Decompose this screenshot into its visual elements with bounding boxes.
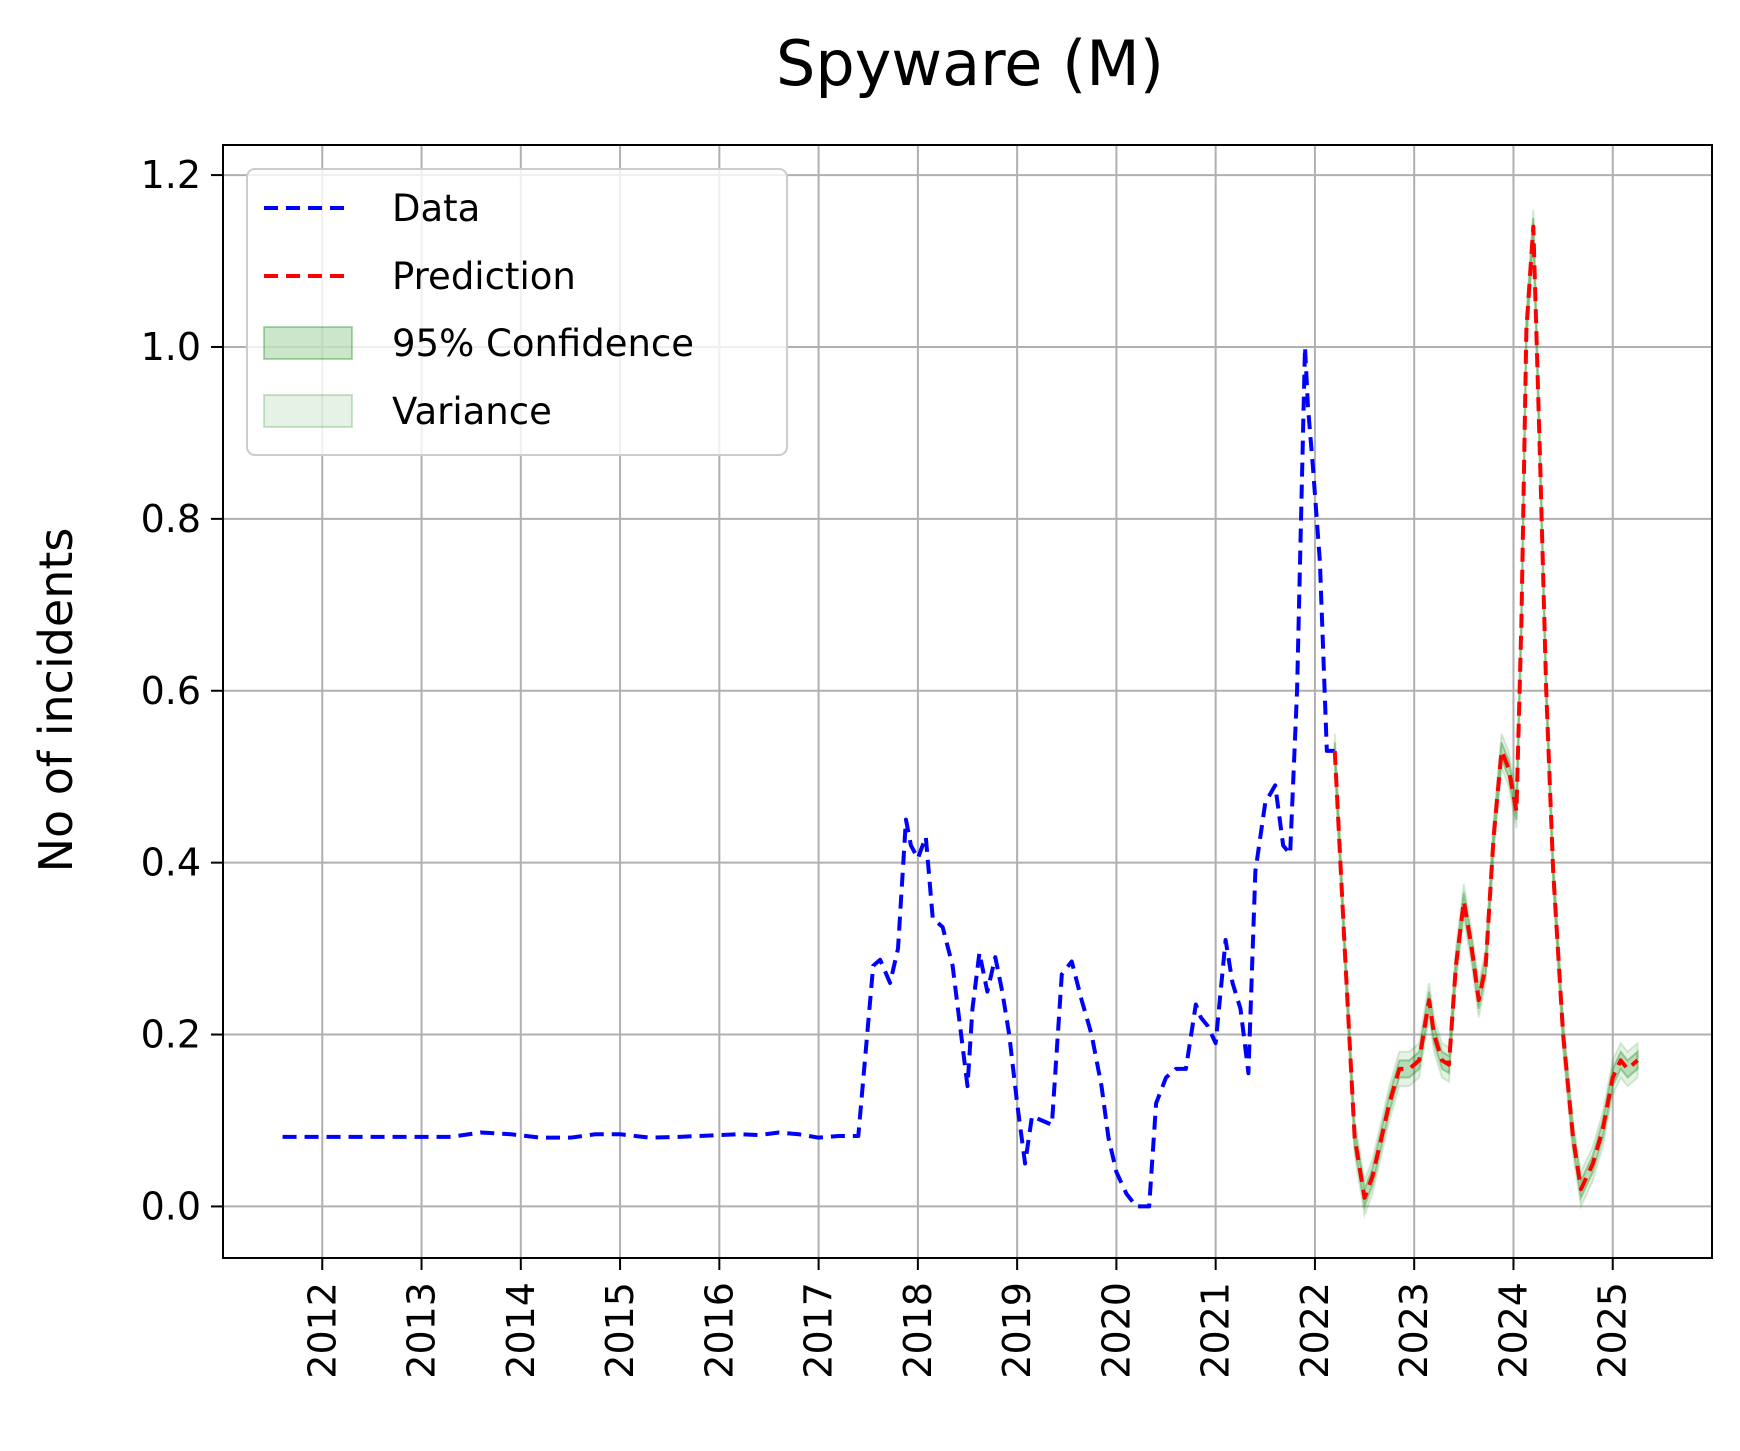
legend-frame bbox=[246, 168, 788, 456]
legend-data-label: Data bbox=[392, 187, 480, 230]
y-axis-label: No of incidents bbox=[29, 528, 83, 873]
band-95-confidence bbox=[1333, 217, 1639, 1211]
chart-title: Spyware (M) bbox=[776, 27, 1164, 100]
tick-layer: 2012 2013 2014 2015 2016 2017 2018 2019 2020 2021… bbox=[141, 153, 1635, 1379]
grid-layer bbox=[223, 145, 1712, 1258]
band-layer bbox=[1333, 209, 1639, 1219]
x-tick-label: 2021 bbox=[1194, 1282, 1238, 1379]
y-tick-label: 0.6 bbox=[141, 669, 201, 713]
x-tick-label: 2017 bbox=[797, 1282, 841, 1379]
y-tick-label: 0.4 bbox=[141, 841, 201, 885]
plot-frame bbox=[222, 144, 1713, 1259]
y-tick-label: 1.0 bbox=[141, 325, 201, 369]
y-tick-label: 0.0 bbox=[141, 1184, 201, 1228]
x-tick-label: 2020 bbox=[1094, 1282, 1138, 1379]
x-tick-label: 2024 bbox=[1491, 1282, 1535, 1379]
x-tick-label: 2019 bbox=[995, 1282, 1039, 1379]
y-tick-label: 1.2 bbox=[141, 153, 201, 197]
series-line-data bbox=[282, 344, 1335, 1209]
legend: Data Prediction 95% Confidence Variance bbox=[246, 168, 788, 456]
y-tick-label: 0.8 bbox=[141, 497, 201, 541]
series-layer bbox=[282, 224, 1639, 1209]
x-tick-label: 2013 bbox=[400, 1282, 444, 1379]
x-tick-label: 2018 bbox=[896, 1282, 940, 1379]
x-tick-label: 2023 bbox=[1392, 1282, 1436, 1379]
legend-confidence-label: 95% Confidence bbox=[392, 322, 694, 365]
legend-prediction-label: Prediction bbox=[392, 255, 576, 298]
series-line-prediction bbox=[1332, 224, 1639, 1200]
legend-variance-swatch bbox=[263, 394, 353, 428]
x-tick-label: 2016 bbox=[697, 1282, 741, 1379]
legend-confidence-swatch bbox=[263, 326, 353, 360]
y-tick-label: 0.2 bbox=[141, 1013, 201, 1057]
x-tick-label: 2025 bbox=[1591, 1282, 1635, 1379]
x-tick-label: 2012 bbox=[300, 1282, 344, 1379]
band-variance bbox=[1333, 209, 1639, 1219]
legend-variance-label: Variance bbox=[392, 390, 552, 433]
x-tick-label: 2014 bbox=[499, 1282, 543, 1379]
x-tick-label: 2022 bbox=[1293, 1282, 1337, 1379]
x-tick-label: 2015 bbox=[598, 1282, 642, 1379]
